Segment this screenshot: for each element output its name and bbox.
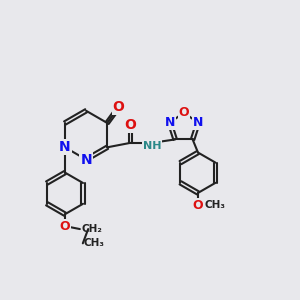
Text: CH₂: CH₂ [81, 224, 102, 234]
Text: N: N [165, 116, 175, 129]
Text: O: O [112, 100, 124, 115]
Text: CH₃: CH₃ [84, 238, 105, 248]
Text: O: O [60, 220, 70, 232]
Text: O: O [124, 118, 136, 132]
Text: O: O [178, 106, 189, 119]
Text: NH: NH [143, 141, 162, 151]
Text: N: N [59, 140, 71, 154]
Text: N: N [80, 152, 92, 167]
Text: N: N [193, 116, 203, 129]
Text: O: O [193, 199, 203, 212]
Text: CH₃: CH₃ [205, 200, 226, 210]
